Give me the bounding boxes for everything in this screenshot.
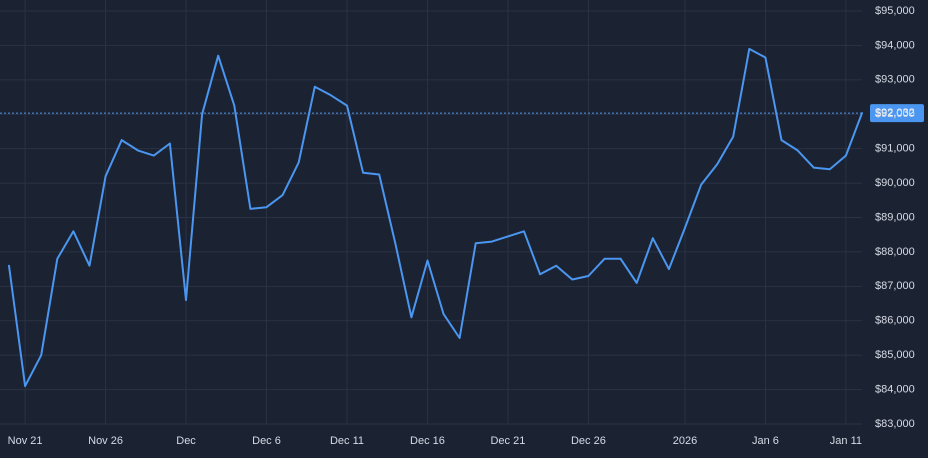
y-tick-label: $92,000 (875, 108, 915, 120)
y-tick-label: $91,000 (875, 143, 915, 155)
x-tick-label: Jan 6 (752, 435, 779, 447)
y-tick-label: $83,000 (875, 418, 915, 430)
x-tick-label: Dec 16 (410, 435, 445, 447)
y-tick-label: $94,000 (875, 39, 915, 51)
y-tick-label: $87,000 (875, 280, 915, 292)
x-tick-label: Dec 21 (490, 435, 525, 447)
current-price-marker: $92,032 (0, 104, 924, 123)
x-tick-label: Dec 26 (571, 435, 606, 447)
y-axis: $83,000 $84,000 $85,000 $86,000 $87,000 $88,0… (875, 5, 915, 430)
x-tick-label: Dec (176, 435, 196, 447)
y-tick-label: $95,000 (875, 5, 915, 17)
grid (0, 0, 862, 425)
x-tick-label: Nov 21 (8, 435, 43, 447)
y-tick-label: $89,000 (875, 211, 915, 223)
x-tick-label: Dec 6 (252, 435, 281, 447)
x-tick-label: Nov 26 (88, 435, 123, 447)
y-tick-label: $90,000 (875, 177, 915, 189)
price-series-line (8, 47, 863, 388)
y-tick-label: $86,000 (875, 315, 915, 327)
current-price-badge (870, 104, 924, 123)
y-tick-label: $88,000 (875, 246, 915, 258)
current-price-label: $92,032 (875, 107, 915, 119)
x-tick-label: Dec 11 (330, 435, 364, 447)
y-tick-label: $93,000 (875, 74, 915, 86)
x-axis: Nov 21 Nov 26 Dec Dec 6 Dec 11 Dec 16 Dec 21 De… (8, 435, 862, 447)
x-tick-label: Jan 11 (830, 435, 862, 447)
x-tick-label: 2026 (673, 435, 697, 447)
y-tick-label: $84,000 (875, 383, 915, 395)
series-layer (8, 47, 863, 388)
y-tick-label: $85,000 (875, 349, 915, 361)
